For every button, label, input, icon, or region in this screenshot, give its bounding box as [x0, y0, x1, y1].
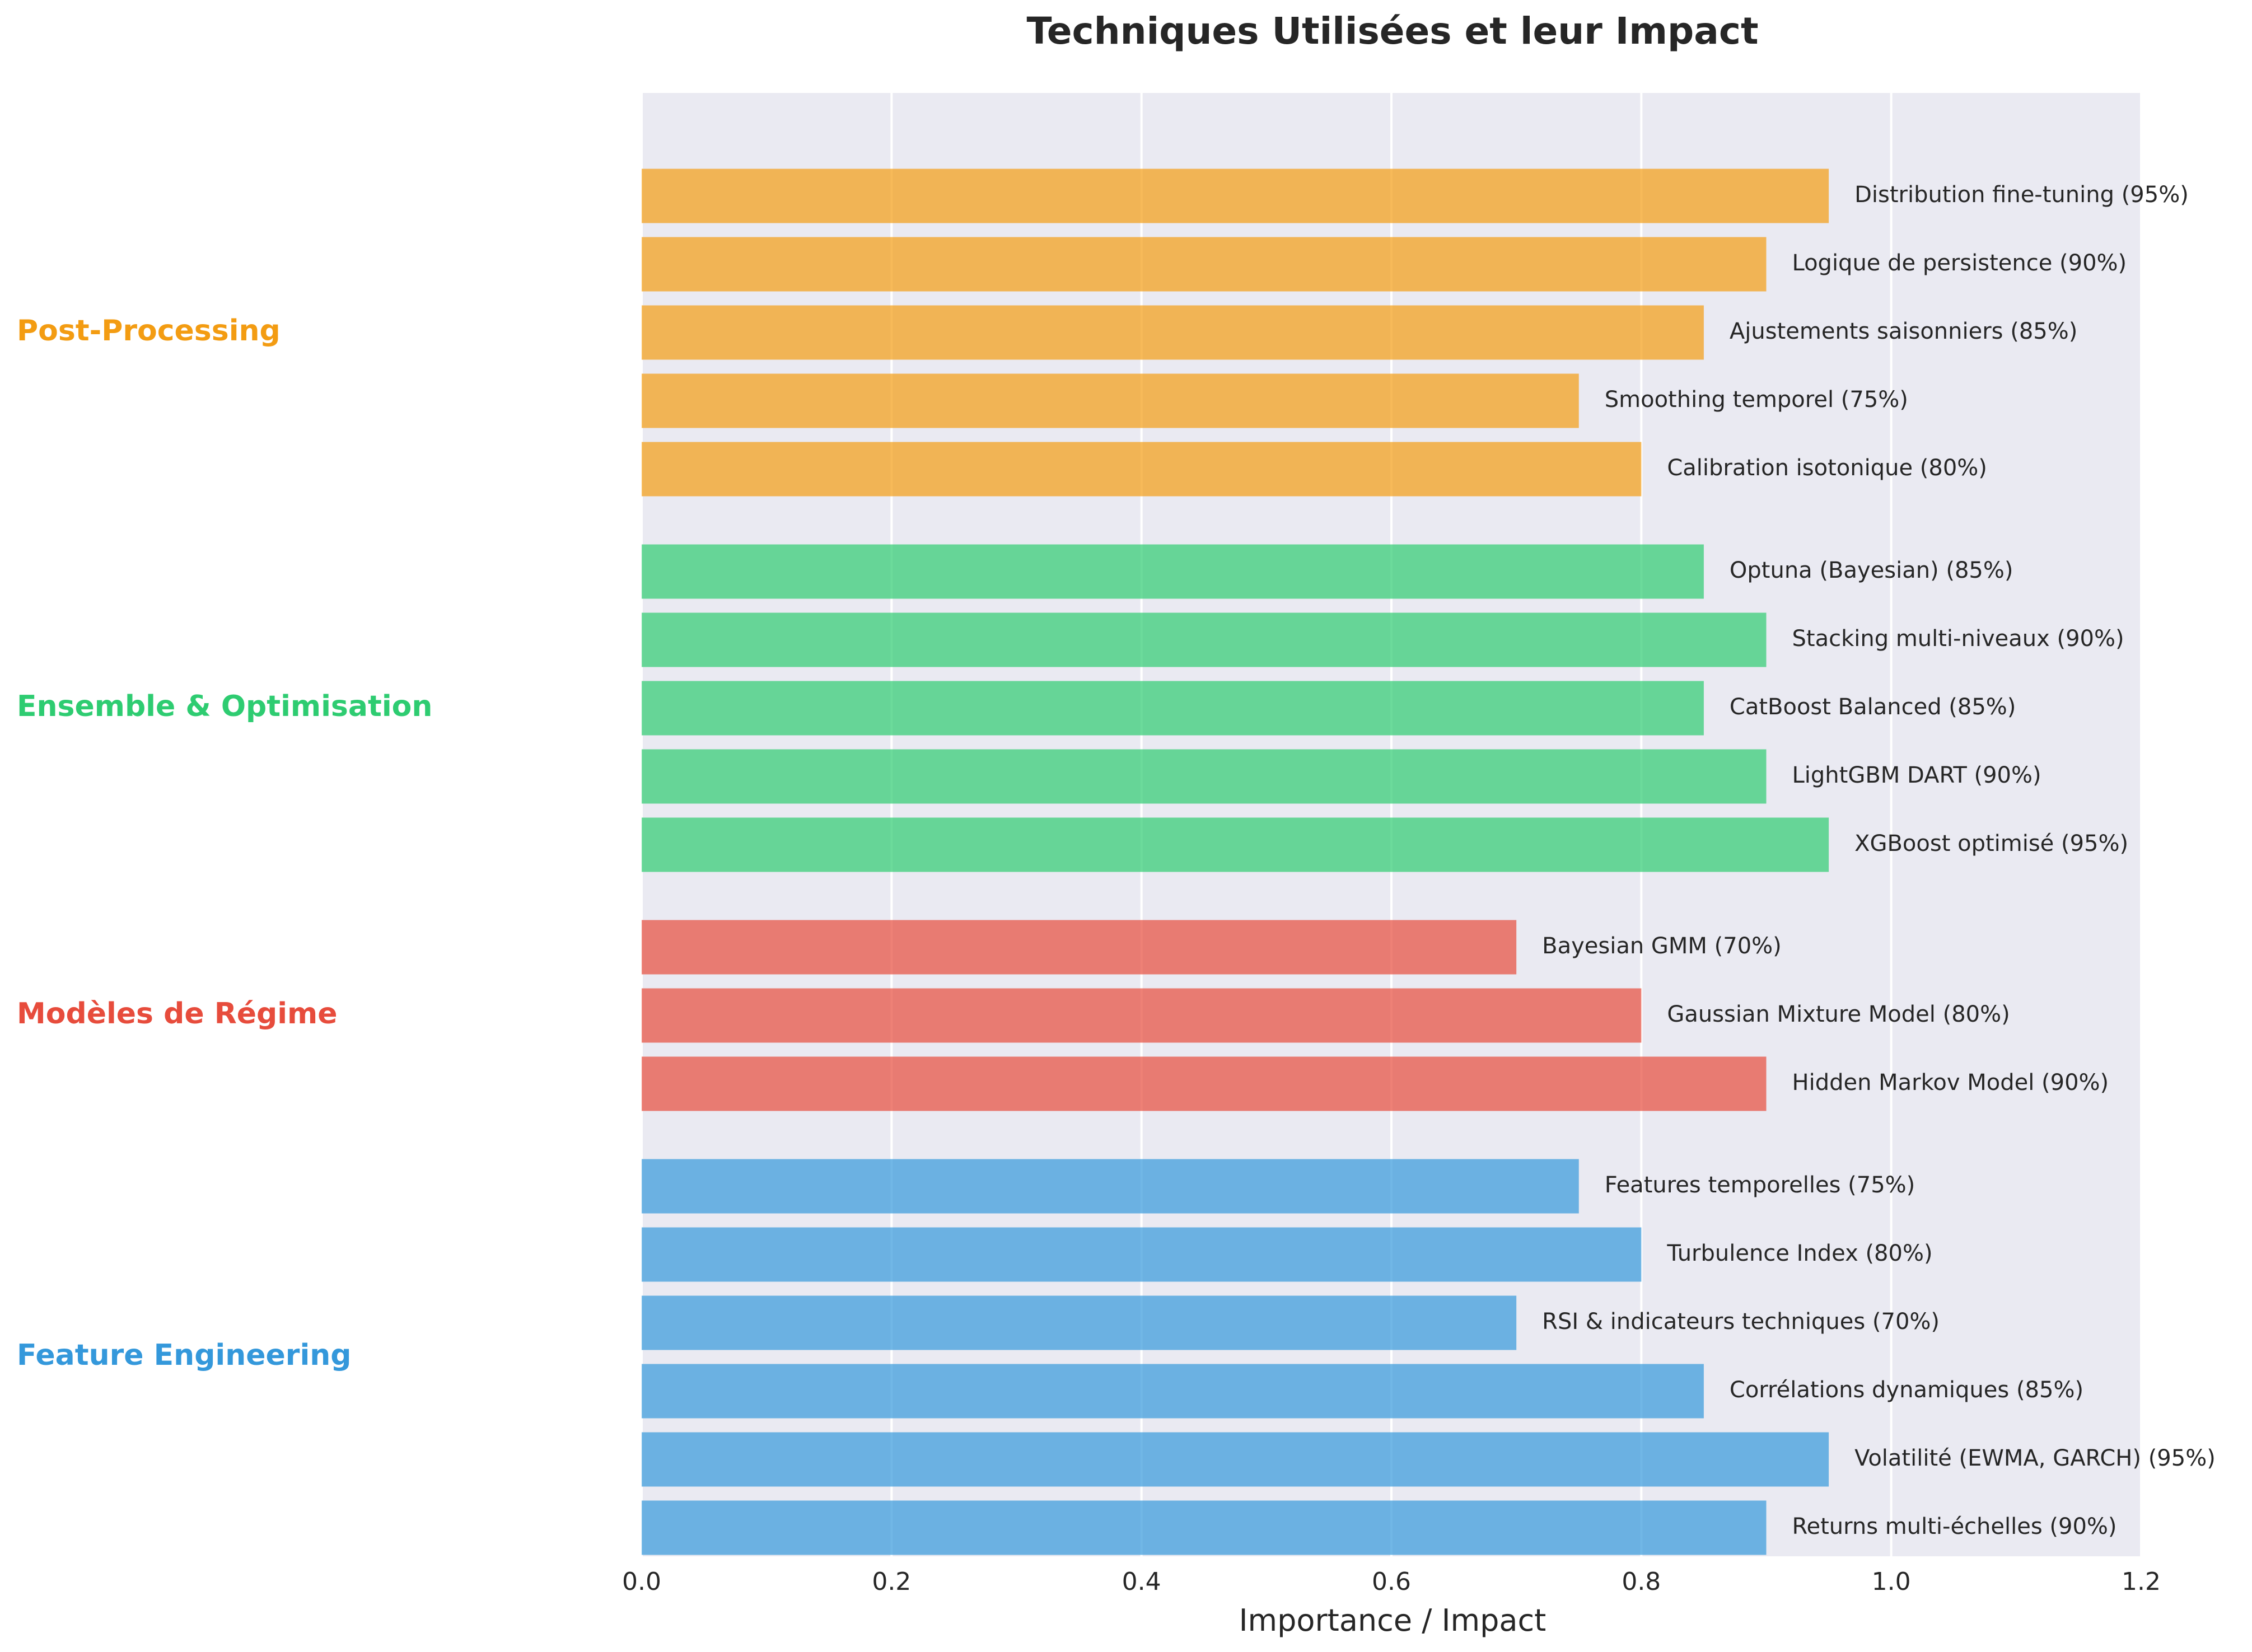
bar — [642, 612, 1767, 667]
bar-label: Logique de persistence (90%) — [1792, 250, 2127, 276]
bar — [642, 1500, 1767, 1555]
x-axis-label: Importance / Impact — [1239, 1603, 1547, 1638]
bar-label: Distribution fine-tuning (95%) — [1854, 182, 2189, 208]
group-label: Modèles de Régime — [17, 997, 338, 1031]
bar-label: Calibration isotonique (80%) — [1667, 455, 1987, 481]
bar — [642, 1159, 1579, 1214]
x-tick-label: 0.2 — [872, 1567, 911, 1596]
bar — [642, 1056, 1767, 1111]
x-tick-label: 0.0 — [622, 1567, 661, 1596]
bar — [642, 1432, 1829, 1487]
bar — [642, 681, 1704, 736]
bar-label: RSI & indicateurs techniques (70%) — [1542, 1309, 1940, 1335]
group-label: Feature Engineering — [17, 1339, 352, 1372]
group-label: Post-Processing — [17, 314, 281, 348]
bar-label: XGBoost optimisé (95%) — [1854, 831, 2128, 857]
group-labels: Post-Processing Ensemble & Optimisation Mo… — [17, 314, 432, 1372]
bar-label: Returns multi-échelles (90%) — [1792, 1514, 2117, 1539]
bar-label: Bayesian GMM (70%) — [1542, 933, 1782, 959]
bar — [642, 1364, 1704, 1419]
x-tick-label: 0.8 — [1622, 1567, 1661, 1596]
bar — [642, 169, 1829, 223]
bar-label: Optuna (Bayesian) (85%) — [1730, 558, 2013, 583]
x-tick-label: 0.4 — [1122, 1567, 1161, 1596]
bar-label: Corrélations dynamiques (85%) — [1730, 1377, 2083, 1403]
bar — [642, 373, 1579, 428]
bar-label: CatBoost Balanced (85%) — [1730, 694, 2016, 720]
bar-label: Features temporelles (75%) — [1605, 1172, 1915, 1198]
bar-label: Turbulence Index (80%) — [1666, 1241, 1932, 1266]
chart-title: Techniques Utilisées et leur Impact — [1026, 10, 1758, 53]
bar — [642, 817, 1829, 872]
x-axis-ticks: 0.0 0.2 0.4 0.6 0.8 1.0 1.2 — [622, 1567, 2161, 1596]
bar — [642, 1295, 1517, 1350]
bar — [642, 988, 1642, 1043]
bar-label: Gaussian Mixture Model (80%) — [1667, 1002, 2010, 1027]
bar — [642, 442, 1642, 497]
bar — [642, 1227, 1642, 1282]
bar-label: Stacking multi-niveaux (90%) — [1792, 626, 2124, 652]
x-tick-label: 1.0 — [1872, 1567, 1911, 1596]
bars: Distribution fine-tuning (95%) Logique de… — [642, 169, 2216, 1555]
bar-label: Smoothing temporel (75%) — [1605, 387, 1908, 413]
x-tick-label: 1.2 — [2122, 1567, 2161, 1596]
bar — [642, 544, 1704, 599]
bar — [642, 749, 1767, 804]
bar-label: Hidden Markov Model (90%) — [1792, 1070, 2109, 1096]
bar-label: LightGBM DART (90%) — [1792, 762, 2041, 788]
bar — [642, 305, 1704, 360]
group-label: Ensemble & Optimisation — [17, 690, 432, 723]
bar-label: Volatilité (EWMA, GARCH) (95%) — [1854, 1445, 2216, 1471]
bar — [642, 920, 1517, 975]
x-tick-label: 0.6 — [1372, 1567, 1411, 1596]
bar — [642, 237, 1767, 292]
bar-label: Ajustements saisonniers (85%) — [1730, 319, 2077, 344]
